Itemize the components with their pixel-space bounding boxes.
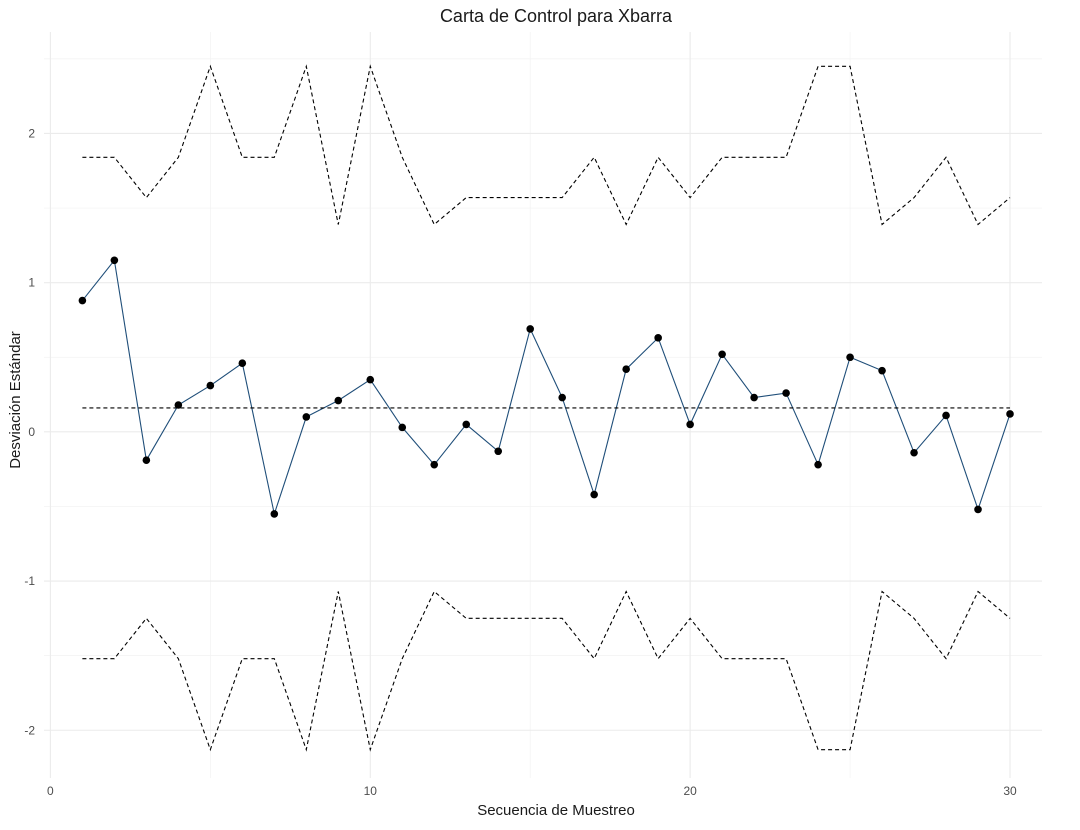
sample-means-point (846, 353, 854, 362)
sample-means-point (174, 401, 183, 409)
sample-means-point (366, 375, 375, 384)
sample-means-point (622, 365, 630, 373)
sample-means-point (334, 396, 343, 405)
y-axis-title: Desviación Estándar (7, 331, 24, 469)
sample-means-point (110, 256, 119, 265)
y-tick-label: -2 (24, 723, 35, 737)
sample-means-point (750, 393, 758, 402)
chart-title: Carta de Control para Xbarra (440, 6, 673, 26)
sample-means-point (814, 460, 822, 469)
sample-means-point (910, 448, 918, 457)
grid-layer (44, 32, 1042, 778)
sample-means-point (462, 420, 471, 429)
x-tick-label: 0 (47, 784, 54, 798)
x-tick-label: 20 (683, 784, 697, 798)
lines-layer (81, 64, 1011, 752)
sample-means-point (878, 366, 886, 375)
y-tick-label: -1 (24, 574, 35, 588)
sample-means-point (270, 510, 279, 518)
sample-means-point (142, 456, 151, 465)
sample-means-point (430, 460, 439, 469)
lower-control-limit-line (82, 590, 1011, 752)
y-tick-label: 0 (28, 425, 35, 439)
sample-means-point (558, 393, 566, 402)
y-tick-label: 1 (28, 276, 35, 290)
sample-means-point (494, 447, 503, 456)
sample-means-point (590, 490, 598, 499)
points-layer (78, 256, 1014, 518)
sample-means-point (942, 411, 950, 420)
x-axis-title: Secuencia de Muestreo (477, 802, 635, 819)
y-tick-label: 2 (28, 126, 35, 140)
sample-means-point (398, 423, 407, 432)
sample-means-point (238, 359, 247, 368)
sample-means-point (686, 420, 694, 429)
ticks-layer: 0 10 20 30 -2 -1 0 1 2 (24, 126, 1017, 798)
sample-means-point (654, 334, 662, 342)
sample-means-point (526, 325, 535, 333)
sample-means-point (718, 350, 726, 359)
sample-means-point (78, 296, 87, 305)
upper-control-limit-line (82, 64, 1011, 226)
sample-means-point (206, 381, 215, 390)
sample-means-point (1006, 410, 1014, 418)
x-tick-label: 30 (1003, 784, 1017, 798)
sample-means-point (302, 413, 311, 421)
sample-means-point (782, 389, 790, 397)
sample-means-line (81, 258, 1011, 517)
sample-means-point (974, 505, 982, 514)
x-tick-label: 10 (364, 784, 378, 798)
